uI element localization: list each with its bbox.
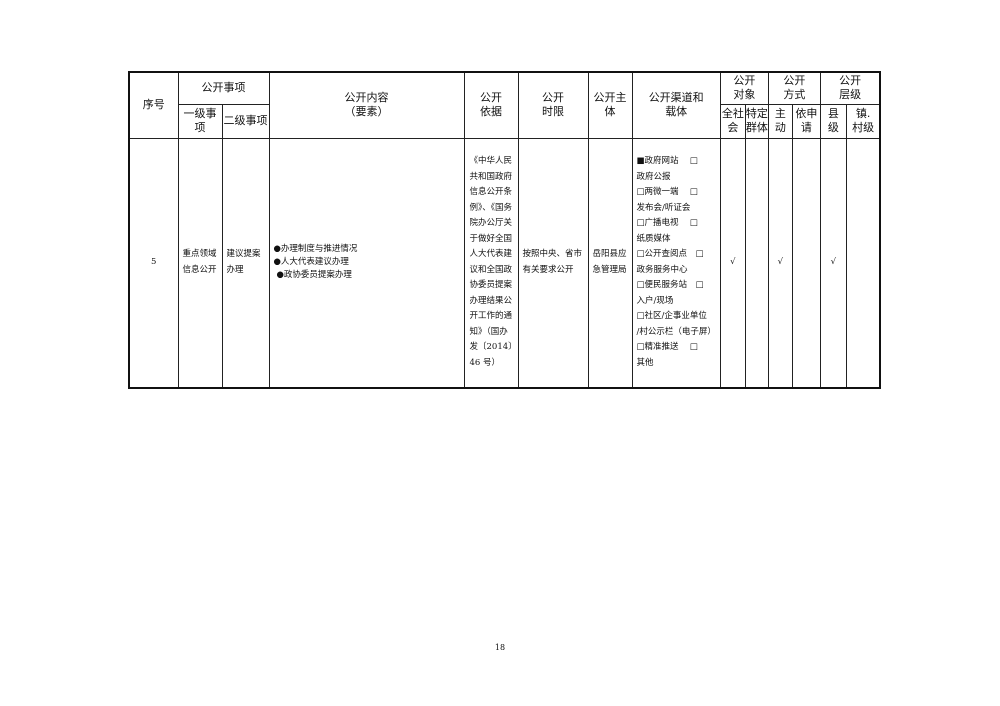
header-level: 公开 层级 bbox=[819, 71, 881, 105]
content-item: ●人大代表建议办理 bbox=[273, 257, 349, 268]
table-row: 5 重点领域信息公开 建议提案办理 ●办理制度与推进情况 ●人大代表建议办理 ●… bbox=[128, 137, 881, 389]
content-item: ●政协委员提案办理 bbox=[276, 270, 352, 281]
header-basis: 公开 依据 bbox=[463, 71, 519, 139]
header-target: 公开 对象 bbox=[719, 71, 769, 105]
header-channel: 公开渠道和 载体 bbox=[631, 71, 721, 139]
header-target-all: 全社 会 bbox=[719, 103, 746, 139]
header-item-l2: 二级事项 bbox=[221, 103, 270, 139]
cell-content: ●办理制度与推进情况 ●人大代表建议办理 ●政协委员提案办理 bbox=[268, 137, 465, 389]
channel-line: /村公示栏（电子屏） bbox=[636, 326, 716, 337]
header-level-town: 镇. 村级 bbox=[845, 103, 881, 139]
cell-channel: ■政府网站 □ 政府公报 □两微一端 □ 发布会/听证会 □广播电视 □ 纸质媒体 □公开查… bbox=[631, 137, 721, 389]
cell-level-town bbox=[845, 137, 881, 389]
cell-target-spec bbox=[744, 137, 769, 389]
content-item: ●办理制度与推进情况 bbox=[273, 244, 358, 255]
cell-l2: 建议提案办理 bbox=[221, 137, 270, 389]
header-mode-active: 主 动 bbox=[767, 103, 793, 139]
channel-line: □广播电视 □ bbox=[636, 218, 698, 229]
channel-line: 纸质媒体 bbox=[636, 233, 671, 244]
disclosure-table: 序号 公开事项 公开内容 （要素） 公开 依据 公开 时限 公开主 体 公开渠道… bbox=[128, 71, 882, 389]
cell-subject: 岳阳县应急管理局 bbox=[587, 137, 633, 389]
header-target-spec: 特定 群体 bbox=[744, 103, 769, 139]
header-item-l1: 一级事项 bbox=[177, 103, 223, 139]
channel-line: 入户/现场 bbox=[636, 295, 674, 306]
channel-line: □两微一端 □ bbox=[636, 187, 698, 198]
channel-line: 政务服务中心 bbox=[636, 264, 688, 275]
header-item: 公开事项 bbox=[177, 71, 270, 105]
cell-l1: 重点领域信息公开 bbox=[177, 137, 223, 389]
channel-line: 政府公报 bbox=[636, 171, 671, 182]
channel-line: □精准推送 □ bbox=[636, 342, 698, 353]
channel-line: 其他 bbox=[636, 357, 654, 368]
header-time: 公开 时限 bbox=[517, 71, 589, 139]
channel-line: □公开查阅点 □ bbox=[636, 249, 704, 260]
header-content: 公开内容 （要素） bbox=[268, 71, 465, 139]
cell-mode-apply bbox=[791, 137, 821, 389]
header-subject: 公开主 体 bbox=[587, 71, 633, 139]
cell-basis: 《中华人民共和国政府信息公开条例》、《国务院办公厅关于做好全国人大代表建议和全国… bbox=[463, 137, 519, 389]
header-mode-apply: 依申 请 bbox=[791, 103, 821, 139]
header-level-county: 县 级 bbox=[819, 103, 847, 139]
channel-line: □便民服务站 □ bbox=[636, 280, 704, 291]
header-seq: 序号 bbox=[128, 71, 179, 139]
cell-level-county: √ bbox=[819, 137, 847, 389]
channel-line: □社区/企事业单位 bbox=[636, 311, 707, 322]
header-mode: 公开 方式 bbox=[767, 71, 821, 105]
cell-time: 按照中央、省市有关要求公开 bbox=[517, 137, 589, 389]
cell-seq: 5 bbox=[128, 137, 179, 389]
channel-line: 发布会/听证会 bbox=[636, 202, 691, 213]
cell-mode-active: √ bbox=[767, 137, 793, 389]
cell-target-all: √ bbox=[719, 137, 746, 389]
page-number: 18 bbox=[494, 643, 506, 652]
channel-line: ■政府网站 □ bbox=[636, 156, 698, 167]
